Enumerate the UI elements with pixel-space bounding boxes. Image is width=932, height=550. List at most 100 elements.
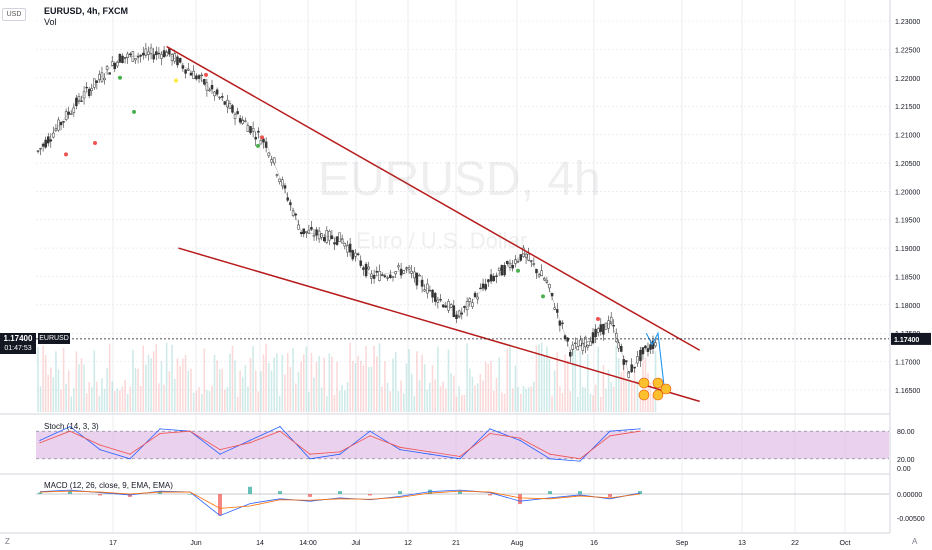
candle <box>259 140 263 145</box>
close-point <box>610 321 613 323</box>
volume-bar <box>431 365 434 412</box>
volume-bar <box>501 392 503 412</box>
stoch-point <box>219 453 221 455</box>
volume-bar <box>338 390 341 412</box>
macd-histogram-bar <box>458 491 462 494</box>
time-tick-label: 16 <box>590 540 598 547</box>
volume-bar <box>386 382 389 412</box>
volume-bar <box>44 355 47 412</box>
candle <box>511 264 514 269</box>
candle <box>168 48 171 55</box>
candle <box>479 287 482 290</box>
candle <box>405 267 408 269</box>
volume-bar <box>192 392 195 412</box>
candle <box>291 210 295 216</box>
volume-bar <box>576 396 579 412</box>
volume-bar <box>88 382 90 412</box>
volume-bar <box>145 364 147 412</box>
close-point <box>639 355 642 357</box>
macd-histogram-bar <box>518 494 522 505</box>
candle <box>407 267 411 270</box>
stoch-label[interactable]: Stoch (14, 3, 3) <box>44 422 99 431</box>
volume-bar <box>124 379 126 412</box>
volume-bar <box>278 396 281 412</box>
stoch-point <box>459 458 461 460</box>
candle <box>614 333 618 342</box>
volume-bar <box>495 377 498 412</box>
volume-bar <box>129 386 132 412</box>
candle <box>607 320 610 329</box>
symbol-title[interactable]: EURUSD, 4h, FXCM <box>44 6 129 16</box>
stoch-point <box>69 426 71 428</box>
volume-bar <box>49 367 52 412</box>
volume-bar <box>445 388 447 412</box>
volume-bar <box>612 386 615 412</box>
volume-bar <box>152 351 155 412</box>
candle <box>522 247 525 257</box>
volume-bar <box>203 348 206 412</box>
candle <box>380 274 384 276</box>
volume-bar <box>535 345 538 412</box>
volume-bar <box>137 368 139 412</box>
candle <box>362 267 365 270</box>
volume-bar <box>514 365 517 412</box>
volume-bar <box>397 390 400 412</box>
candle <box>574 342 577 345</box>
candle <box>310 227 313 230</box>
candle <box>87 88 91 97</box>
macd-tick-label: -0.00500 <box>897 516 925 523</box>
volume-bar <box>587 354 589 412</box>
candle <box>636 356 639 364</box>
signal-dot <box>541 294 545 299</box>
candle <box>100 72 104 82</box>
macd-histogram-bar <box>608 494 612 497</box>
stoch-point <box>309 453 311 455</box>
stoch-point <box>549 453 551 455</box>
candle <box>299 232 303 234</box>
stoch-point <box>339 453 341 455</box>
candle <box>367 266 370 270</box>
candle <box>609 316 613 324</box>
candle <box>375 270 379 273</box>
volume-bar <box>538 344 540 412</box>
volume-bar <box>57 369 60 412</box>
bottom-left-corner-label[interactable]: Z <box>5 537 10 546</box>
candle <box>581 342 585 351</box>
candle <box>322 237 326 242</box>
volume-bar <box>308 392 310 412</box>
stoch-tick-label: 80.00 <box>897 429 915 436</box>
symbol-tag: EURUSD <box>38 333 70 344</box>
price-axis-bg <box>890 0 932 550</box>
volume-bar <box>47 374 50 412</box>
volume-bar <box>211 385 213 412</box>
macd-histogram-bar <box>188 494 192 495</box>
volume-label[interactable]: Vol <box>44 17 57 27</box>
close-point <box>627 372 630 374</box>
volume-bar <box>592 395 594 412</box>
candle <box>553 307 556 310</box>
candle <box>579 339 582 347</box>
stoch-point <box>579 458 581 460</box>
volume-bar <box>333 395 336 412</box>
candle <box>402 270 406 274</box>
volume-bar <box>589 393 592 412</box>
macd-label[interactable]: MACD (12, 26, close, 9, EMA, EMA) <box>44 481 173 490</box>
candle <box>85 86 88 89</box>
candle <box>351 250 355 260</box>
volume-bar <box>447 349 450 412</box>
volume-bar <box>184 354 187 412</box>
volume-bar <box>111 381 114 412</box>
signal-dot <box>93 141 97 146</box>
candle <box>561 322 564 324</box>
macd-histogram-bar <box>368 494 372 496</box>
candle <box>98 74 101 80</box>
bottom-right-corner-label[interactable]: A <box>912 537 918 546</box>
candle <box>571 344 575 350</box>
candle <box>596 328 600 333</box>
stoch-point <box>579 460 581 462</box>
price-tick-label: 1.19500 <box>895 218 920 225</box>
stoch-point <box>159 428 161 430</box>
time-tick-label: Sep <box>676 540 689 547</box>
